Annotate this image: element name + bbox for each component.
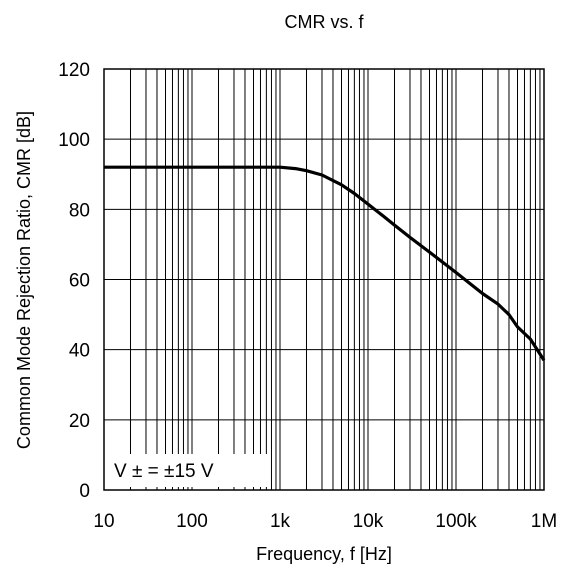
- y-tick-label: 100: [58, 130, 90, 151]
- annotation-background: [108, 454, 270, 487]
- x-tick-label: 100k: [435, 511, 477, 532]
- y-tick-label: 20: [69, 411, 90, 432]
- x-tick-label: 1k: [270, 511, 291, 532]
- supply-voltage-annotation: V ± = ±15 V: [114, 461, 214, 482]
- annotation-box: V ± = ±15 V: [108, 454, 270, 487]
- x-tick-label: 1M: [531, 511, 557, 532]
- y-tick-labels: 0 20 40 60 80 100 120: [58, 60, 90, 502]
- y-tick-label: 60: [69, 271, 90, 292]
- y-tick-label: 40: [69, 341, 90, 362]
- x-tick-label: 10k: [353, 511, 384, 532]
- plot-frame: [103, 68, 545, 491]
- grid: [103, 68, 545, 491]
- y-axis-label: Common Mode Rejection Ratio, CMR [dB]: [14, 111, 34, 449]
- y-tick-label: 120: [58, 60, 90, 81]
- y-tick-label: 80: [69, 200, 90, 221]
- x-axis-label: Frequency, f [Hz]: [256, 544, 392, 564]
- series-layer: [104, 165, 546, 362]
- chart-title: CMR vs. f: [285, 12, 365, 32]
- cmr-series-line: [104, 165, 546, 362]
- x-tick-label: 100: [176, 511, 208, 532]
- y-tick-label: 0: [79, 481, 90, 502]
- x-tick-label: 10: [93, 511, 114, 532]
- x-tick-labels: 10 100 1k 10k 100k 1M: [93, 511, 557, 532]
